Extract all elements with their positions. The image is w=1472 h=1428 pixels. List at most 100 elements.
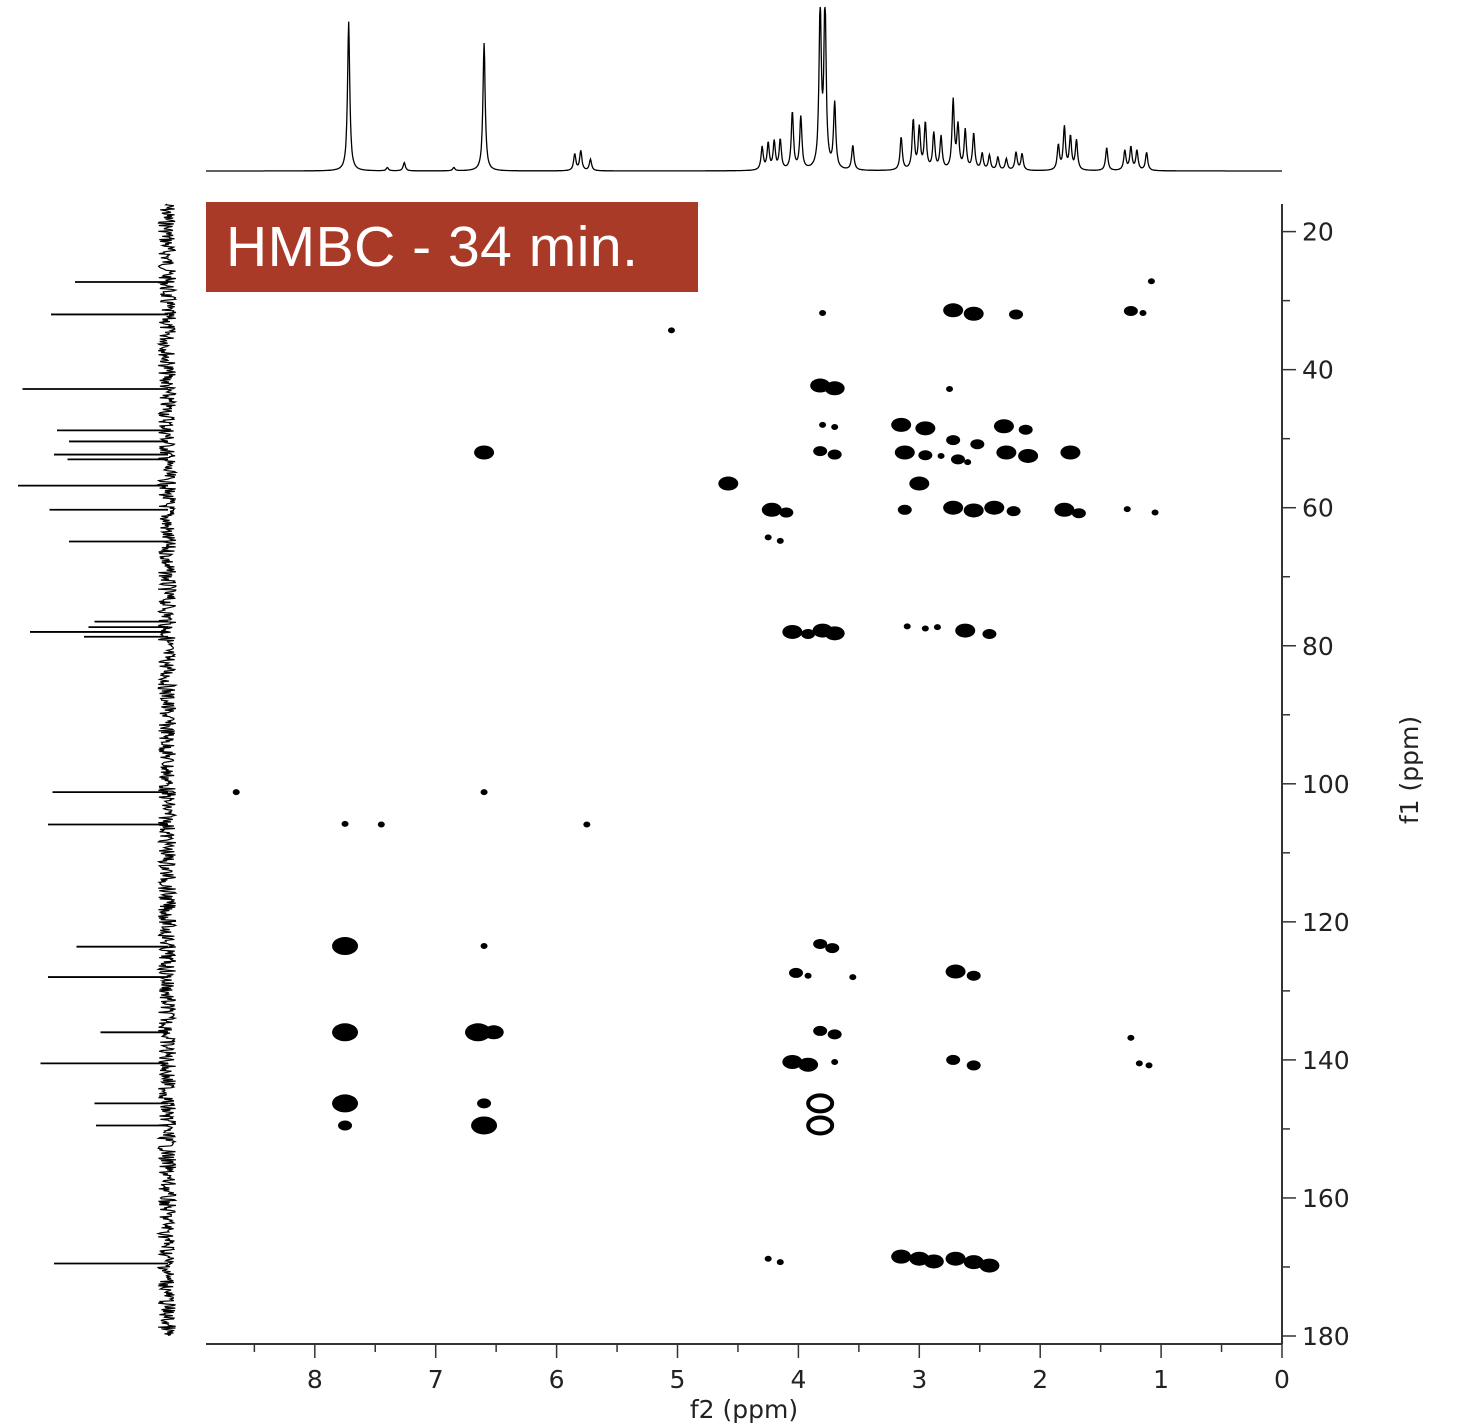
cross-peak — [667, 327, 675, 334]
cross-peak — [970, 439, 985, 450]
cross-peak — [946, 435, 961, 446]
cross-peak — [764, 1255, 772, 1262]
cross-peak — [982, 629, 997, 640]
axes: 8 7 6 5 4 3 2 1 0 20 40 60 80 100 120 140 160 180 — [206, 204, 1350, 1394]
cross-peak — [897, 504, 912, 515]
cross-peak — [779, 507, 794, 518]
cross-peak — [718, 476, 739, 491]
cross-peak — [1018, 448, 1039, 463]
cross-peak — [1123, 506, 1131, 513]
cross-peak — [819, 310, 827, 317]
cross-peak — [804, 972, 812, 979]
cross-peak — [806, 1093, 835, 1114]
cross-peak — [332, 937, 359, 956]
cross-peak — [1006, 506, 1021, 517]
cross-peak — [806, 1115, 835, 1136]
cross-peak — [943, 303, 964, 318]
x-tick-label: 8 — [307, 1365, 323, 1394]
cross-peak — [993, 419, 1014, 434]
y-tick-label: 180 — [1302, 1322, 1350, 1351]
cross-peak — [1071, 508, 1086, 519]
cross-peak — [477, 1098, 492, 1109]
x-tick-label: 3 — [911, 1365, 927, 1394]
cross-peak — [891, 417, 912, 432]
cross-peaks — [232, 278, 1159, 1273]
cross-peak — [950, 454, 965, 465]
experiment-badge-label: HMBC - 34 min. — [226, 215, 639, 279]
x-tick-label: 4 — [790, 1365, 806, 1394]
cross-peak — [1018, 424, 1033, 435]
y-tick-label: 80 — [1302, 632, 1334, 661]
cross-peak — [764, 534, 772, 541]
cross-peak — [966, 970, 981, 981]
cross-peak — [1060, 445, 1081, 460]
cross-peak — [831, 1058, 839, 1065]
y-tick-label: 100 — [1302, 770, 1350, 799]
cross-peak — [782, 1054, 803, 1069]
cross-peak — [943, 500, 964, 515]
cross-peak — [945, 964, 966, 979]
y-axis-title: f1 (ppm) — [1395, 716, 1424, 824]
left-1d-projection — [18, 203, 179, 1336]
cross-peak — [946, 1054, 961, 1065]
cross-peak — [963, 503, 984, 518]
cross-peak — [798, 1057, 819, 1072]
y-tick-label: 20 — [1302, 218, 1334, 247]
cross-peak — [903, 623, 911, 630]
cross-peak — [996, 445, 1017, 460]
cross-peak — [831, 423, 839, 430]
cross-peak — [946, 385, 954, 392]
cross-peak — [338, 1120, 353, 1131]
y-tick-label: 60 — [1302, 494, 1334, 523]
cross-peak — [964, 459, 972, 466]
cross-peak — [1123, 305, 1138, 316]
cross-peak — [332, 1023, 359, 1042]
cross-peak — [483, 1025, 504, 1040]
cross-peak — [1139, 310, 1147, 317]
x-tick-label: 1 — [1153, 1365, 1169, 1394]
cross-peak — [1151, 509, 1159, 516]
cross-peak — [801, 629, 816, 640]
cross-peak — [1135, 1060, 1143, 1067]
cross-peak — [1147, 278, 1155, 285]
cross-peak — [827, 1029, 842, 1040]
cross-peak — [1145, 1062, 1153, 1069]
x-tick-label: 2 — [1032, 1365, 1048, 1394]
cross-peak — [232, 789, 240, 796]
cross-peak — [984, 500, 1005, 515]
cross-peak — [891, 1249, 912, 1264]
cross-peak — [465, 1023, 492, 1042]
cross-peak — [761, 502, 782, 517]
cross-peak — [955, 623, 976, 638]
cross-peak — [1009, 309, 1024, 320]
x-axis-title: f2 (ppm) — [690, 1395, 798, 1424]
cross-peak — [824, 381, 845, 396]
cross-peak — [813, 938, 828, 949]
cross-peak — [332, 1094, 359, 1113]
cross-peak — [583, 821, 591, 828]
cross-peak — [963, 306, 984, 321]
cross-peak — [921, 625, 929, 632]
cross-peak — [824, 626, 845, 641]
x-tick-label: 0 — [1274, 1365, 1290, 1394]
cross-peak — [1054, 502, 1075, 517]
cross-peak — [909, 476, 930, 491]
cross-peak — [945, 1251, 966, 1266]
y-tick-label: 160 — [1302, 1184, 1350, 1213]
experiment-badge: HMBC - 34 min. — [206, 202, 698, 292]
cross-peak — [933, 624, 941, 631]
cross-peak — [341, 820, 349, 827]
y-tick-label: 40 — [1302, 356, 1334, 385]
cross-peak — [915, 421, 936, 436]
x-tick-label: 6 — [549, 1365, 565, 1394]
left-projection-noise — [155, 203, 179, 1336]
cross-peak — [963, 1255, 984, 1270]
cross-peak — [813, 1025, 828, 1036]
y-tick-label: 140 — [1302, 1046, 1350, 1075]
cross-peak — [813, 446, 828, 457]
cross-peak — [480, 789, 488, 796]
cross-peak — [474, 445, 495, 460]
cross-peak — [788, 967, 803, 978]
y-tick-label: 120 — [1302, 908, 1350, 937]
